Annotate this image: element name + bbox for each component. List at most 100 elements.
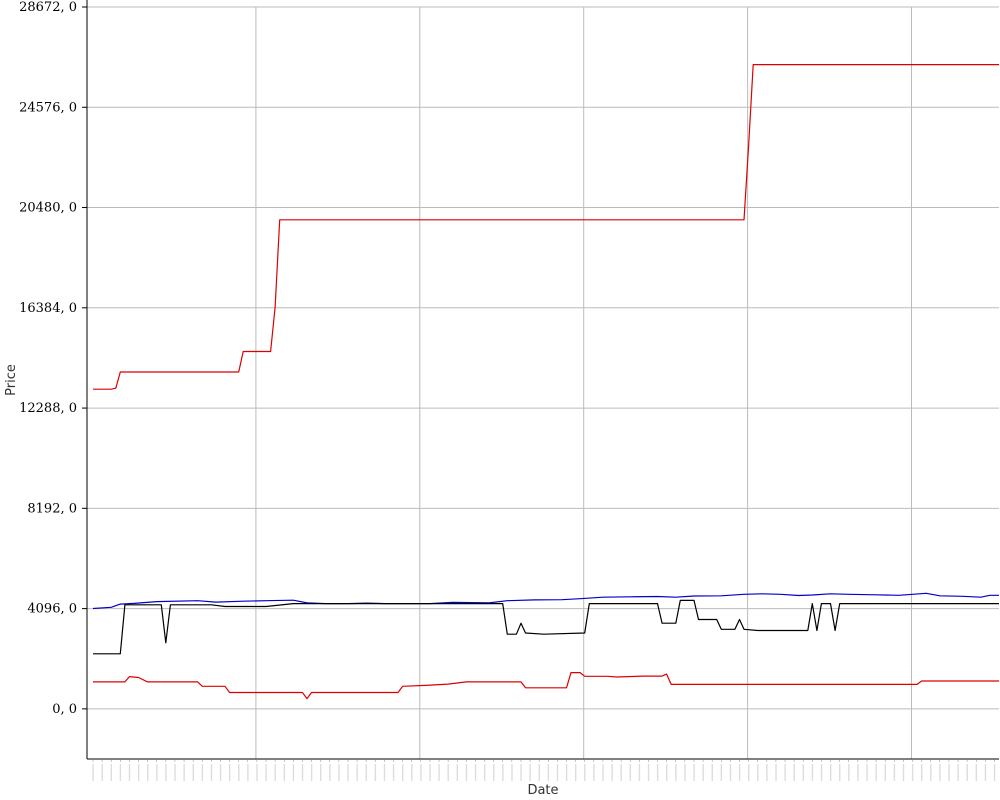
x-tick-label: [565, 764, 568, 781]
x-tick-label: [92, 764, 94, 781]
x-tick-label: [766, 764, 768, 781]
x-tick-label: [529, 764, 531, 781]
y-tick-labels: 0, 0 4096, 0 8192, 0 12288, 0 16384, 0 20480,…: [19, 0, 77, 717]
x-tick-label: [948, 764, 950, 781]
x-tick-label: [839, 764, 841, 781]
x-tick-label: [219, 764, 222, 781]
x-tick-label: [711, 764, 713, 781]
axes: [82, 0, 999, 760]
x-tick-label: [829, 764, 832, 781]
x-tick-label: [547, 764, 550, 781]
x-tick-label: [538, 764, 540, 781]
x-tick-label: [966, 764, 968, 781]
x-tick-label: [456, 764, 459, 781]
x-tick-label: [802, 764, 805, 781]
x-tick-label: [292, 764, 295, 781]
x-tick-label: [784, 764, 786, 781]
series-line-3: [93, 599, 999, 655]
x-tick-label: [119, 764, 122, 781]
x-tick-label: [174, 764, 176, 781]
x-tick-label: [301, 764, 304, 781]
x-tick-label: [101, 764, 103, 781]
x-tick-label: [128, 764, 131, 781]
x-tick-label: [629, 764, 632, 781]
x-tick-label: [647, 764, 650, 781]
x-tick-label: [930, 764, 932, 781]
x-tick-label: [383, 764, 386, 781]
x-tick-label: [438, 764, 440, 781]
x-tick-label: [975, 764, 978, 781]
x-tick-label: [420, 764, 422, 781]
y-tick-label: 0, 0: [52, 702, 77, 717]
x-tick-label: [283, 764, 286, 781]
x-tick-label: [511, 764, 513, 781]
x-tick-label: [520, 764, 522, 781]
x-tick-label: [192, 764, 194, 781]
x-tick-label: [793, 764, 795, 781]
x-tick-label: [656, 764, 659, 781]
series-line-4: [93, 671, 999, 700]
x-tick-label: [820, 764, 823, 781]
x-tick-label: [757, 764, 759, 781]
x-tick-label: [238, 764, 240, 781]
series-line-1: [93, 63, 999, 390]
x-tick-label: [165, 764, 167, 781]
y-tick-label: 28672, 0: [19, 0, 77, 15]
x-tick-label: [247, 764, 249, 781]
x-tick-labels: [92, 759, 996, 781]
x-tick-label: [738, 764, 741, 781]
x-tick-label: [875, 764, 877, 781]
x-tick-label: [620, 764, 622, 781]
x-tick-label: [493, 764, 495, 781]
x-tick-label: [502, 764, 504, 781]
x-tick-label: [957, 764, 959, 781]
x-tick-label: [857, 764, 859, 781]
x-tick-label: [256, 764, 258, 781]
x-tick-label: [574, 764, 577, 781]
x-tick-label: [720, 764, 723, 781]
x-tick-label: [993, 764, 996, 781]
x-tick-label: [593, 764, 595, 781]
x-tick-label: [602, 764, 604, 781]
x-tick-label: [939, 764, 941, 781]
x-tick-label: [156, 764, 158, 781]
x-tick-label: [675, 764, 677, 781]
x-tick-label: [666, 764, 668, 781]
x-tick-label: [893, 764, 896, 781]
x-tick-label: [483, 764, 486, 781]
x-tick-label: [210, 764, 213, 781]
series-line-2: [92, 592, 999, 610]
grid: [87, 6, 999, 759]
x-tick-label: [401, 764, 404, 781]
x-tick-label: [866, 764, 868, 781]
x-tick-label: [392, 764, 395, 781]
x-tick-label: [747, 764, 750, 781]
x-tick-label: [447, 764, 449, 781]
x-tick-label: [884, 764, 886, 781]
x-tick-label: [556, 764, 559, 781]
x-tick-label: [320, 764, 322, 781]
x-tick-label: [638, 764, 641, 781]
x-tick-label: [183, 764, 185, 781]
x-tick-label: [228, 764, 231, 781]
x-tick-label: [329, 764, 331, 781]
x-tick-label: [465, 764, 468, 781]
y-tick-label: 24576, 0: [19, 100, 77, 115]
x-tick-label: [110, 764, 113, 781]
x-tick-label: [584, 764, 586, 781]
x-tick-label: [411, 764, 413, 781]
y-axis-label: Price: [4, 364, 19, 396]
x-axis-label: Date: [527, 783, 558, 798]
x-tick-label: [921, 764, 923, 781]
x-tick-label: [347, 764, 349, 781]
x-tick-label: [811, 764, 814, 781]
x-tick-label: [848, 764, 850, 781]
x-tick-label: [356, 764, 358, 781]
x-tick-label: [693, 764, 695, 781]
x-tick-label: [338, 764, 340, 781]
x-tick-label: [702, 764, 704, 781]
x-tick-label: [775, 764, 777, 781]
x-tick-label: [729, 764, 732, 781]
x-tick-label: [911, 764, 914, 781]
